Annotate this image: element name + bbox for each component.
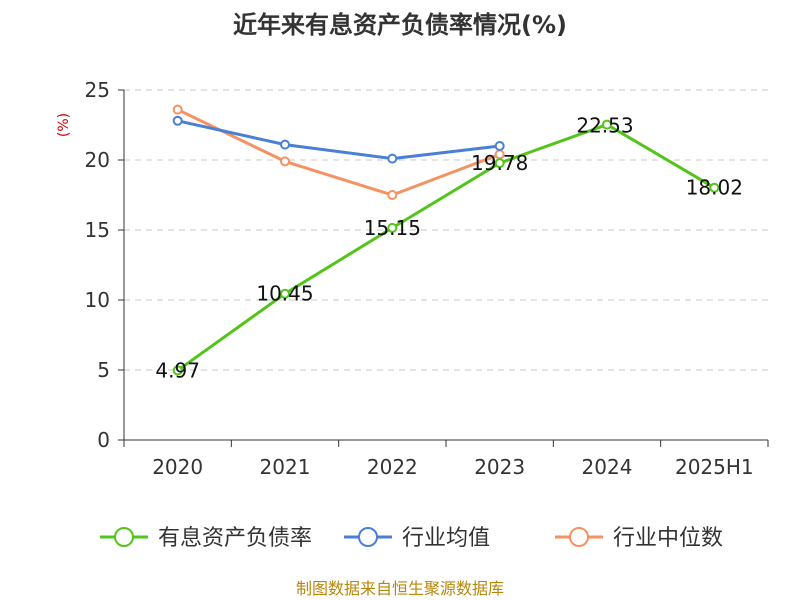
data-label: 22.53 [576,114,633,138]
legend-item-1: 行业均值 [344,526,490,551]
series-2 [172,104,505,200]
source-note: 制图数据来自恒生聚源数据库 [296,579,504,598]
grid-lines [124,89,768,371]
y-tick-label: 10 [85,288,110,312]
x-tick-label: 2025H1 [675,455,754,479]
series-line [176,123,716,372]
data-point [387,190,398,200]
legend-label: 有息资产负债率 [158,526,312,551]
data-label: 19.78 [471,151,528,175]
legend-item-0: 有息资产负债率 [100,526,312,551]
x-tick-label: 2022 [367,455,418,479]
series-line [177,108,501,197]
chart-title: 近年来有息资产负债率情况(%) [233,11,567,39]
series-1 [172,115,505,164]
x-tick-label: 2020 [152,455,203,479]
data-point [280,156,290,167]
data-point [709,182,720,193]
data-label: 4.97 [155,358,200,382]
series-0 [172,119,720,376]
legend-label: 行业均值 [402,526,490,551]
series-group [172,104,720,376]
data-point [172,115,183,126]
data-point [494,158,505,169]
legend-swatch-marker [569,527,589,547]
data-point [387,153,398,164]
y-tick-label: 25 [85,78,110,102]
data-point [280,288,290,299]
y-tick-label: 0 [97,428,110,452]
axes: 0 5 10 15 20 25 2020 2021 2022 2023 2024 2025H1 [85,78,769,479]
legend-swatch-marker [114,527,134,547]
y-axis-unit: (%) [56,113,72,137]
data-point [602,119,612,130]
legend: 有息资产负债率 行业均值 行业中位数 [100,526,723,551]
legend-swatch-marker [358,527,378,547]
data-point [494,141,505,151]
data-point [172,104,183,115]
data-point [280,139,290,150]
y-tick-label: 20 [85,148,110,172]
y-tick-label: 5 [97,358,110,382]
y-tick-label: 15 [85,218,110,242]
data-label: 10.45 [256,282,313,306]
x-tick-label: 2021 [260,455,311,479]
series-line [177,119,500,161]
data-point [387,222,398,233]
legend-label: 行业中位数 [613,526,723,551]
x-tick-label: 2024 [582,455,633,479]
legend-item-2: 行业中位数 [555,526,723,551]
data-label: 15.15 [364,216,421,240]
data-label: 18.02 [686,176,743,200]
data-labels: 4.97 10.45 15.15 19.78 22.53 18.02 [155,114,743,383]
x-tick-label: 2023 [474,455,525,479]
data-point [172,365,183,376]
